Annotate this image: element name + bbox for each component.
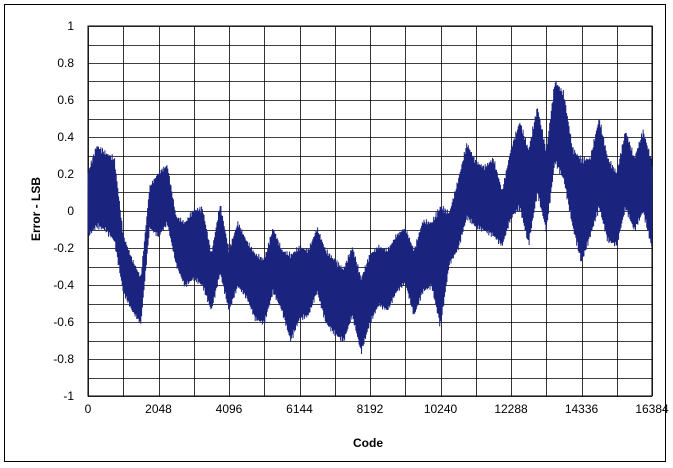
x-tick-label: 6144	[286, 402, 313, 416]
x-tick-label: 14336	[565, 402, 599, 416]
y-tick-label: -0.4	[53, 278, 74, 292]
y-tick-label: 0	[67, 204, 74, 218]
y-tick-label: -0.2	[53, 241, 74, 255]
series-layer	[87, 80, 653, 355]
x-tick-label: 8192	[357, 402, 384, 416]
y-tick-label: -0.6	[53, 315, 74, 329]
y-tick-label: 0.8	[57, 56, 74, 70]
x-tick-label: 12288	[494, 402, 528, 416]
y-tick-label: 0.4	[57, 130, 74, 144]
tick-labels: 0 2048 4096 6144 8192 10240 12288 14336 16384 -1 -…	[53, 19, 669, 416]
x-tick-label: 0	[85, 402, 92, 416]
x-axis-label: Code	[353, 436, 383, 450]
y-tick-label: -1	[63, 389, 74, 403]
y-tick-label: 0.6	[57, 93, 74, 107]
series-line	[87, 80, 653, 355]
y-tick-label: -0.8	[53, 352, 74, 366]
y-tick-label: 1	[67, 19, 74, 33]
x-tick-label: 16384	[635, 402, 669, 416]
y-axis-label: Error - LSB	[29, 177, 43, 241]
y-tick-label: 0.2	[57, 167, 74, 181]
x-tick-label: 4096	[216, 402, 243, 416]
x-tick-label: 10240	[424, 402, 458, 416]
x-tick-label: 2048	[145, 402, 172, 416]
